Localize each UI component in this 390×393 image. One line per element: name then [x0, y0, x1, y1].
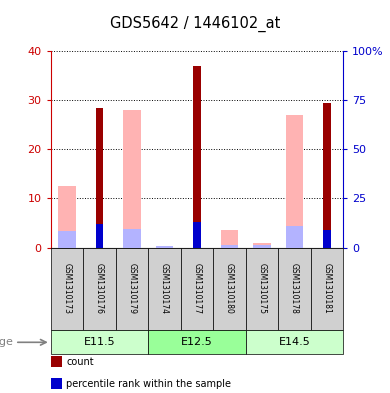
Text: GSM1310175: GSM1310175 — [257, 263, 266, 314]
Bar — [193, 222, 200, 248]
Bar — [213, 248, 246, 330]
Text: GSM1310179: GSM1310179 — [128, 263, 136, 314]
Text: count: count — [66, 357, 94, 367]
Text: GSM1310178: GSM1310178 — [290, 263, 299, 314]
Bar — [220, 244, 238, 248]
Bar — [83, 248, 116, 330]
Bar — [246, 330, 343, 354]
Bar — [278, 248, 311, 330]
Bar — [253, 242, 271, 248]
Bar — [96, 108, 103, 248]
Bar — [58, 186, 76, 248]
Bar — [193, 66, 200, 248]
Bar — [285, 115, 303, 248]
Bar — [323, 230, 330, 248]
Text: GSM1310181: GSM1310181 — [323, 263, 332, 314]
Bar — [311, 248, 343, 330]
Bar — [220, 230, 238, 248]
Bar — [148, 330, 246, 354]
Text: GSM1310177: GSM1310177 — [192, 263, 202, 314]
Text: E11.5: E11.5 — [83, 337, 115, 347]
Text: E14.5: E14.5 — [278, 337, 310, 347]
Bar — [323, 103, 330, 248]
Text: GDS5642 / 1446102_at: GDS5642 / 1446102_at — [110, 16, 280, 32]
Bar — [246, 248, 278, 330]
Bar — [116, 248, 148, 330]
Text: E12.5: E12.5 — [181, 337, 213, 347]
Text: age: age — [0, 337, 13, 347]
Bar — [123, 110, 141, 248]
Bar — [181, 248, 213, 330]
Bar — [51, 248, 83, 330]
Bar — [156, 246, 174, 248]
Bar — [51, 330, 148, 354]
Text: percentile rank within the sample: percentile rank within the sample — [66, 379, 231, 389]
Bar — [148, 248, 181, 330]
Bar — [123, 229, 141, 248]
Bar — [285, 226, 303, 248]
Text: GSM1310176: GSM1310176 — [95, 263, 104, 314]
Text: GSM1310174: GSM1310174 — [160, 263, 169, 314]
Bar — [253, 244, 271, 248]
Text: GSM1310173: GSM1310173 — [62, 263, 71, 314]
Text: GSM1310180: GSM1310180 — [225, 263, 234, 314]
Bar — [58, 231, 76, 248]
Bar — [96, 224, 103, 248]
